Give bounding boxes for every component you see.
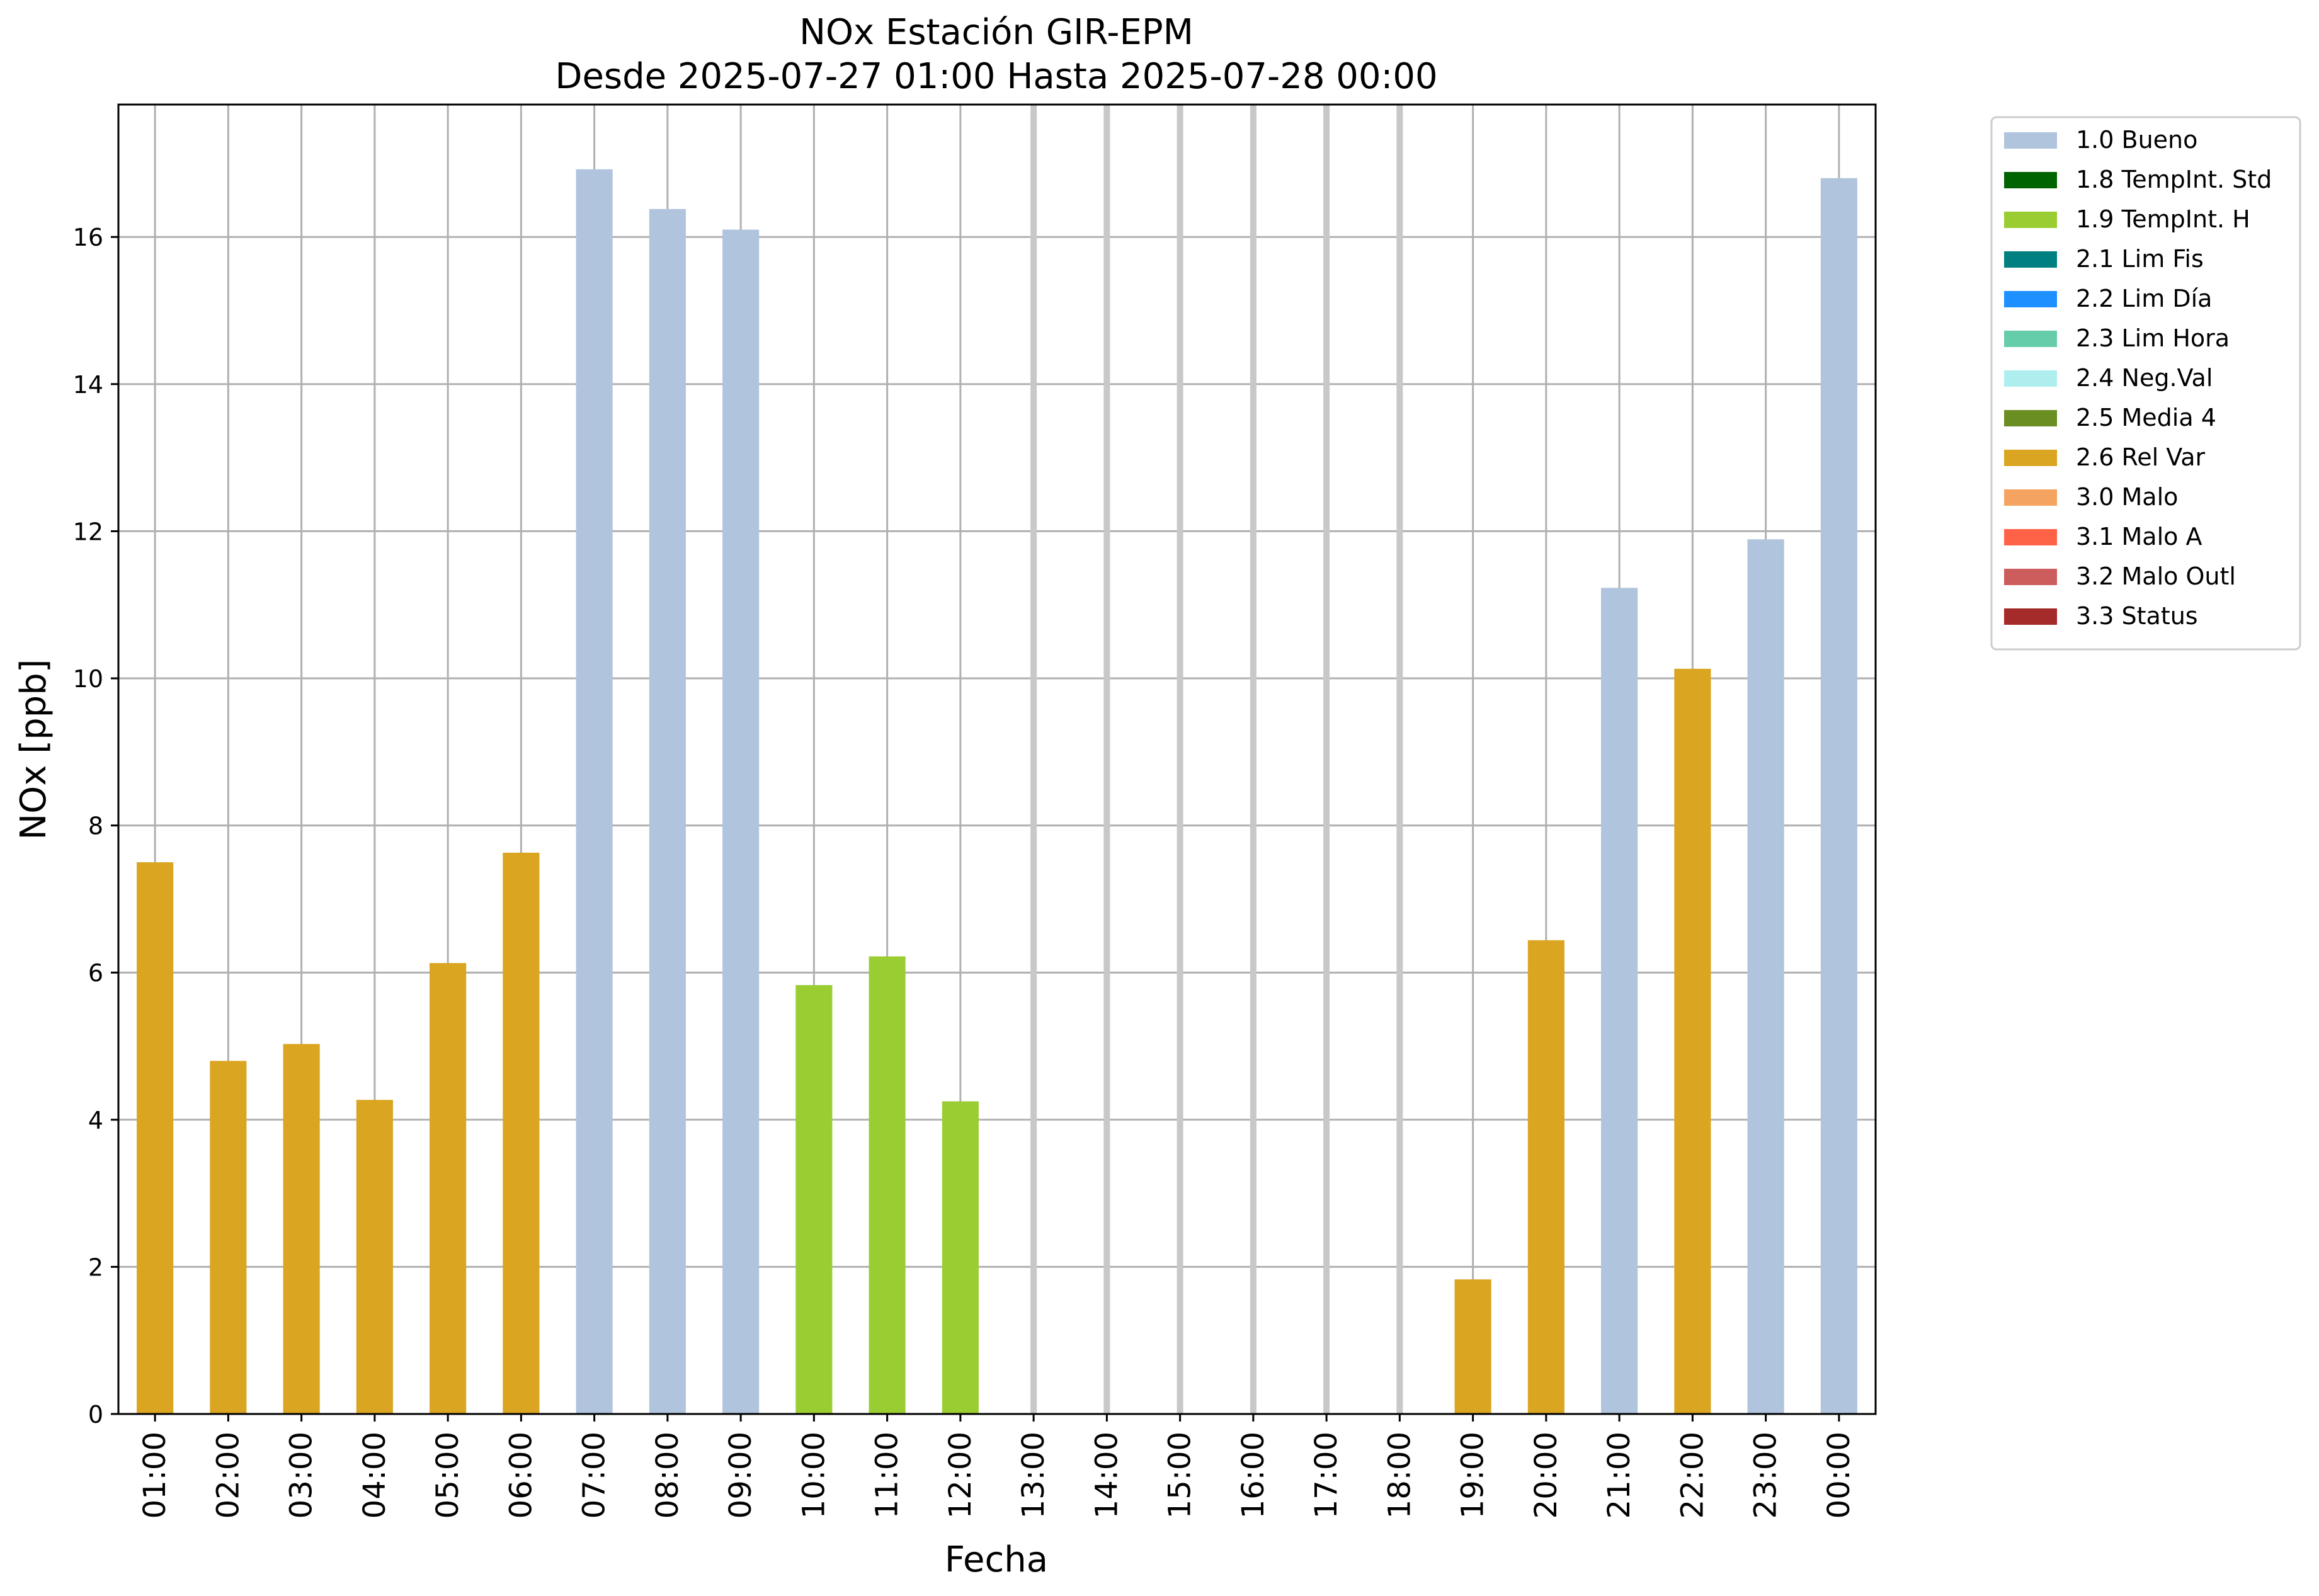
y-tick-label: 2 [88, 1253, 103, 1281]
x-tick-label: 18:00 [1382, 1432, 1417, 1519]
legend-label: 1.9 TempInt. H [2076, 205, 2250, 233]
bar [1601, 588, 1638, 1414]
legend-label: 2.3 Lim Hora [2076, 324, 2230, 352]
missing-data-marker [1396, 105, 1403, 1414]
legend-label: 1.0 Bueno [2076, 126, 2197, 154]
x-tick-label: 06:00 [503, 1432, 538, 1519]
missing-data-marker [1250, 105, 1256, 1414]
y-tick-label: 12 [73, 518, 103, 545]
legend-swatch [2004, 529, 2057, 545]
x-tick-label: 19:00 [1456, 1432, 1491, 1519]
bar [1820, 178, 1857, 1415]
bar [722, 229, 760, 1415]
bar [210, 1061, 247, 1414]
chart-subtitle: Desde 2025-07-27 01:00 Hasta 2025-07-28 … [555, 56, 1437, 97]
y-tick-label: 0 [88, 1401, 103, 1428]
bar [356, 1100, 393, 1414]
legend-label: 3.3 Status [2076, 602, 2198, 630]
legend-swatch [2004, 608, 2057, 625]
legend-swatch [2004, 331, 2057, 347]
legend-swatch [2004, 251, 2057, 268]
legend-swatch [2004, 172, 2057, 188]
x-tick-label: 13:00 [1016, 1432, 1051, 1519]
legend-swatch [2004, 212, 2057, 228]
x-tick-label: 23:00 [1748, 1432, 1784, 1519]
y-tick-label: 8 [88, 812, 103, 840]
missing-data-marker [1103, 105, 1110, 1414]
legend-label: 2.5 Media 4 [2076, 404, 2216, 431]
bar [430, 963, 467, 1414]
bar [1454, 1279, 1491, 1414]
x-tick-label: 16:00 [1236, 1432, 1271, 1519]
legend-swatch [2004, 132, 2057, 149]
x-tick-label: 08:00 [650, 1432, 685, 1519]
x-tick-label: 21:00 [1602, 1432, 1637, 1519]
x-tick-label: 02:00 [210, 1432, 246, 1519]
x-tick-label: 03:00 [284, 1432, 319, 1519]
x-tick-label: 01:00 [137, 1432, 173, 1519]
x-tick-label: 04:00 [357, 1432, 392, 1519]
legend-label: 1.8 TempInt. Std [2076, 166, 2272, 193]
legend-label: 3.2 Malo Outl [2076, 562, 2236, 590]
bar [576, 169, 613, 1415]
chart-title: NOx Estación GIR-EPM [799, 12, 1194, 53]
legend-label: 2.4 Neg.Val [2076, 364, 2213, 392]
bar [283, 1044, 320, 1414]
bar [1674, 668, 1711, 1414]
y-tick-label: 6 [88, 959, 103, 987]
legend-label: 3.0 Malo [2076, 483, 2178, 511]
legend-label: 3.1 Malo A [2076, 523, 2202, 550]
x-tick-label: 11:00 [870, 1432, 905, 1519]
legend-frame [1990, 116, 2301, 651]
axes-frame [117, 103, 1877, 1415]
x-tick-label: 09:00 [723, 1432, 758, 1519]
legend-label: 2.6 Rel Var [2076, 443, 2206, 471]
legend-label: 2.2 Lim Día [2076, 285, 2212, 312]
x-tick-label: 20:00 [1529, 1432, 1564, 1519]
bar [503, 852, 540, 1414]
bar [942, 1101, 979, 1414]
bar [795, 985, 833, 1414]
missing-data-marker [1177, 105, 1183, 1414]
x-tick-label: 07:00 [577, 1432, 612, 1519]
legend-swatch [2004, 489, 2057, 506]
bar [649, 208, 686, 1415]
x-tick-label: 12:00 [943, 1432, 978, 1519]
plot-area: 0 2 4 6 8 10 12 14 16 01:00 02:00 03:00 04:00 05:00 06… [73, 103, 1877, 1519]
bar [1747, 539, 1784, 1415]
y-tick-label: 4 [88, 1107, 103, 1134]
x-tick-label: 00:00 [1821, 1432, 1857, 1519]
bar [1527, 940, 1564, 1414]
legend: 1.0 Bueno 1.8 TempInt. Std 1.9 TempInt. H 2… [1990, 116, 2301, 651]
x-tick-label: 15:00 [1163, 1432, 1198, 1519]
x-tick-label: 22:00 [1675, 1432, 1710, 1519]
legend-swatch [2004, 450, 2057, 466]
legend-swatch [2004, 370, 2057, 387]
x-tick-label: 05:00 [430, 1432, 465, 1519]
legend-swatch [2004, 291, 2057, 307]
x-axis-label: Fecha [945, 1539, 1048, 1580]
y-tick-label: 10 [73, 665, 103, 693]
legend-label: 2.1 Lim Fis [2076, 245, 2204, 273]
missing-data-marker [1323, 105, 1330, 1414]
legend-swatch [2004, 569, 2057, 585]
x-tick-label: 17:00 [1309, 1432, 1344, 1519]
missing-data-marker [1030, 105, 1037, 1414]
y-tick-label: 16 [73, 224, 103, 251]
y-tick-label: 14 [73, 371, 103, 399]
x-tick-label: 10:00 [796, 1432, 831, 1519]
x-tick-label: 14:00 [1089, 1432, 1124, 1519]
bar [137, 862, 174, 1414]
legend-swatch [2004, 410, 2057, 426]
bar [869, 956, 906, 1414]
y-axis-label: NOx [ppb] [13, 659, 54, 840]
